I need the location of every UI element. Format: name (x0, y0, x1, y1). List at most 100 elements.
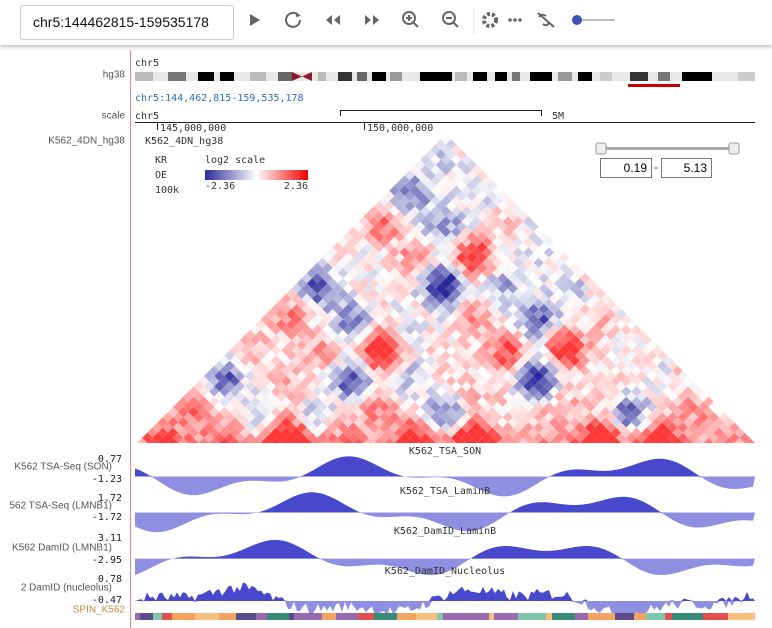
heatmap-cell (296, 432, 307, 443)
heatmap-cell (384, 262, 395, 274)
heatmap-cell (296, 298, 307, 310)
heatmap-cell (502, 360, 513, 371)
heatmap-cell (471, 226, 483, 237)
range-handle[interactable] (595, 142, 607, 155)
heatmap-cell (512, 412, 524, 423)
range-min-input[interactable]: 0.19 (600, 158, 652, 178)
zoom-out-icon[interactable] (442, 11, 456, 25)
heatmap-cell (677, 422, 689, 433)
heatmap-cell (610, 365, 622, 377)
heatmap-cell (368, 206, 380, 217)
heatmap-cell (564, 340, 575, 351)
heatmap-cell (368, 422, 380, 433)
heatmap-cell (281, 303, 292, 315)
heatmap-cell (476, 406, 488, 418)
track-max: 0.78 (98, 574, 122, 585)
play-icon[interactable] (250, 14, 260, 26)
heatmap-cell (404, 427, 416, 438)
heatmap-cell (250, 365, 261, 377)
slider-thumb[interactable] (572, 15, 582, 25)
heatmap-cell (549, 303, 560, 315)
heatmap-cell (456, 417, 467, 428)
heatmap-cell (492, 278, 503, 289)
heatmap-cell (543, 237, 555, 248)
heatmap-cell (384, 221, 395, 232)
heatmap-cell (590, 417, 601, 428)
heatmap-cell (451, 298, 462, 310)
heatmap-cell (667, 360, 678, 371)
heatmap-cell (652, 355, 663, 366)
heatmap-cell (615, 432, 627, 443)
heatmap-cell (610, 345, 622, 356)
heatmap-cell (358, 381, 369, 392)
unlink-icon[interactable] (537, 12, 555, 28)
heatmap-cell (415, 334, 426, 346)
heatmap-cell (291, 396, 302, 407)
track-max: 3.11 (98, 533, 122, 544)
band (738, 72, 755, 81)
range-max-input[interactable]: 5.13 (661, 158, 712, 178)
heatmap-cell (456, 159, 467, 171)
heatmap-cell (559, 427, 570, 438)
heatmap-cell (409, 340, 421, 351)
pan-left-icon[interactable] (326, 15, 340, 25)
heatmap-cell (554, 412, 565, 423)
heatmap-cell (456, 221, 467, 232)
heatmap-cell (482, 350, 493, 361)
band (357, 72, 367, 81)
heatmap-cell (538, 262, 549, 274)
heatmap-cell (502, 340, 513, 351)
zoom-in-icon[interactable] (402, 11, 416, 25)
heatmap-cell (245, 412, 256, 423)
heatmap-cell (476, 386, 488, 397)
heatmap-cell (440, 267, 452, 279)
heatmap-cell (631, 324, 642, 335)
more-dot[interactable] (508, 18, 512, 22)
heatmap-cell (652, 376, 663, 387)
heatmap-cell (379, 267, 390, 279)
heatmap-cell (306, 288, 318, 299)
spin-segment (397, 613, 416, 620)
heatmap-cell (569, 386, 580, 397)
heatmap-cell (368, 319, 380, 330)
range-handle[interactable] (728, 142, 740, 155)
settings-icon[interactable] (482, 12, 498, 28)
heatmap-cell (343, 417, 354, 428)
heatmap-cell (291, 303, 302, 315)
heatmap-cell (332, 324, 343, 335)
heatmap-cell (492, 185, 503, 196)
heatmap-cell (327, 340, 338, 351)
heatmap-cell (353, 365, 364, 377)
heatmap-norm: KR (155, 155, 168, 166)
heatmap-cell (420, 350, 431, 361)
heatmap-cell (574, 432, 586, 443)
heatmap-cell (379, 319, 390, 330)
heatmap-cell (404, 365, 416, 377)
heatmap-cell (317, 381, 328, 392)
heatmap-cell (585, 309, 596, 320)
heatmap-cell (281, 345, 292, 356)
heatmap-cell (440, 206, 452, 217)
heatmap-cell (600, 376, 611, 387)
heatmap-cell (471, 288, 483, 299)
heatmap-cell (409, 175, 421, 186)
heatmap-cell (585, 319, 596, 330)
heatmap-cell (409, 391, 421, 402)
location-input[interactable]: chr5:144462815-159535178 (20, 5, 234, 40)
heatmap-cell (379, 329, 390, 340)
heatmap-cell (291, 314, 302, 325)
heatmap-cell (451, 329, 462, 340)
heatmap-cell (265, 319, 277, 330)
heatmap-cell (605, 381, 616, 392)
heatmap-cell (420, 257, 431, 268)
signal-negative (135, 512, 755, 533)
heatmap-cell (646, 432, 658, 443)
heatmap-cell (255, 381, 266, 392)
track-title: K562_TSA_LaminB (400, 486, 490, 497)
heatmap-cell (451, 340, 462, 351)
pan-right-icon[interactable] (365, 15, 379, 25)
heatmap-cell (435, 396, 446, 407)
axis-tick-label: 145,000,000 (160, 123, 226, 134)
heatmap-cell (327, 329, 338, 340)
refresh-icon[interactable] (285, 11, 301, 28)
